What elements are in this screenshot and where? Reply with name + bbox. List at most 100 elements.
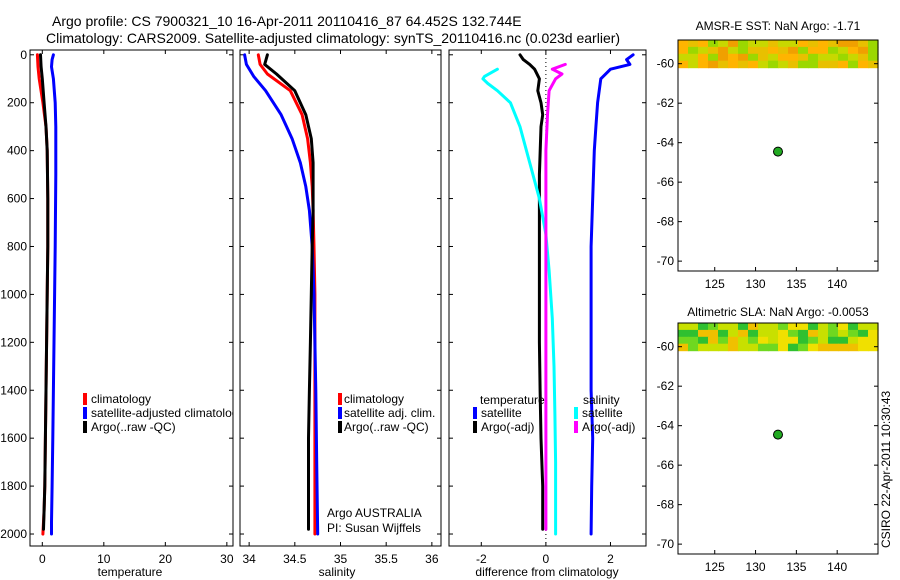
- legend-swatch-sal-climatology: [338, 393, 342, 405]
- sla_map-band-cell: [778, 323, 789, 331]
- temperature-xtick-label: 30: [220, 552, 234, 566]
- sst_map-lat-label: -62: [657, 96, 675, 110]
- sla_map-band-cell: [828, 323, 839, 331]
- sla_map-band-cell: [778, 336, 789, 345]
- sst_map-band-cell: [868, 60, 879, 69]
- legend-label-diff-temp-satellite: satellite: [481, 406, 522, 420]
- difference-x-label: difference from climatology: [475, 565, 618, 579]
- sst_map-band-cell: [848, 60, 859, 69]
- sla_map-band-cell: [788, 323, 799, 331]
- difference-panel-frame: [448, 49, 647, 547]
- sla_map-band-cell: [698, 329, 709, 338]
- sst_map-band-cell: [828, 60, 839, 69]
- depth-tick-label: 0: [20, 48, 27, 62]
- sst_map-band-cell: [768, 46, 779, 55]
- sst_map-band-cell: [758, 53, 769, 62]
- sla_map-band-cell: [748, 329, 759, 338]
- temperature-xtick-label: 20: [159, 552, 173, 566]
- legend-label-diff-temp-argo: Argo(-adj): [481, 420, 534, 434]
- sla_map-band-cell: [818, 323, 829, 331]
- sla_map-band-cell: [738, 336, 749, 345]
- sla_map-band-cell: [828, 343, 839, 352]
- sla_map-band-cell: [748, 336, 759, 345]
- sst_map-band-cell: [868, 53, 879, 62]
- sst_map-band-cell: [848, 53, 859, 62]
- sla_map-band-cell: [728, 323, 739, 331]
- salinity-series-satellite-adj-clim: [243, 53, 320, 536]
- sla_map-band-cell: [828, 336, 839, 345]
- sst_map-band-cell: [858, 46, 869, 55]
- sla_map-band-cell: [768, 323, 779, 331]
- temperature-x-axis: 0 10 20 30: [39, 50, 234, 566]
- sst_map-band-cell: [708, 53, 719, 62]
- depth-tick-label: 1800: [0, 479, 27, 493]
- sla_map-band-cell: [768, 343, 779, 352]
- sla_map-lat-label: -66: [657, 458, 675, 472]
- sst_map-band-cell: [798, 53, 809, 62]
- sst_map-band-cell: [758, 46, 769, 55]
- legend-label-diff-sal-satellite: satellite: [582, 406, 623, 420]
- legend-swatch-argo: [83, 421, 87, 433]
- legend-swatch-sal-satellite: [338, 407, 342, 419]
- sst_map-band-cell: [708, 46, 719, 55]
- sst_map-band-cell: [698, 53, 709, 62]
- chart-title-line2: Climatology: CARS2009. Satellite-adjuste…: [46, 30, 620, 46]
- depth-tick-label: 1400: [0, 383, 27, 397]
- sla_map-band-cell: [758, 323, 769, 331]
- sst-data-band: [678, 40, 879, 69]
- sla_map-band-cell: [768, 336, 779, 345]
- legend-label-climatology: climatology: [91, 392, 151, 406]
- sst_map-band-cell: [808, 40, 819, 48]
- sla_map-band-cell: [718, 323, 729, 331]
- legend-label-argo: Argo(..raw -QC): [91, 420, 176, 434]
- sla_map-band-cell: [788, 329, 799, 338]
- sla_map-lon-label: 130: [746, 560, 766, 574]
- sla_map-band-cell: [788, 343, 799, 352]
- difference-series-temperature-satellite: [589, 53, 635, 536]
- sst_map-band-cell: [788, 53, 799, 62]
- temperature-x-label: temperature: [98, 565, 163, 579]
- sst_map-band-cell: [808, 46, 819, 55]
- sla_map-band-cell: [838, 329, 849, 338]
- argo-pi-label: PI: Susan Wijffels: [327, 521, 421, 535]
- salinity-legend: climatology satellite adj. clim. Argo(..…: [338, 392, 435, 434]
- sst_map-lon-label: 125: [705, 277, 725, 291]
- sla-profile-location-marker: [773, 429, 783, 440]
- sst_map-band-cell: [818, 46, 829, 55]
- sst_map-band-cell: [758, 60, 769, 69]
- salinity-x-label: salinity: [319, 565, 356, 579]
- sst_map-band-cell: [768, 60, 779, 69]
- sla_map-band-cell: [698, 336, 709, 345]
- sla_map-lat-label: -62: [657, 379, 675, 393]
- sst_map-band-cell: [818, 40, 829, 48]
- salinity-y-ticks: [240, 54, 441, 535]
- sla_map-band-cell: [768, 329, 779, 338]
- legend-swatch-diff-temp-satellite: [473, 407, 477, 419]
- sla_map-lat-label: -70: [657, 537, 675, 551]
- chart-title-line1: Argo profile: CS 7900321_10 16-Apr-2011 …: [52, 13, 522, 29]
- sst_map-lat-label: -70: [657, 254, 675, 268]
- sst_map-band-cell: [678, 46, 689, 55]
- sla_map-band-cell: [738, 329, 749, 338]
- legend-label-sal-climatology: climatology: [344, 392, 404, 406]
- sst_map-band-cell: [698, 60, 709, 69]
- sst_map-band-cell: [688, 60, 699, 69]
- sla_map-band-cell: [838, 323, 849, 331]
- sla_map-band-cell: [808, 336, 819, 345]
- sst_map-band-cell: [678, 40, 689, 48]
- sla_map-band-cell: [718, 336, 729, 345]
- sst_map-band-cell: [728, 60, 739, 69]
- sla_map-lon-label: 135: [786, 560, 806, 574]
- sla_map-band-cell: [868, 336, 879, 345]
- sst_map-band-cell: [748, 40, 759, 48]
- sla-data-band: [678, 323, 879, 352]
- sla_map-band-cell: [678, 329, 689, 338]
- depth-tick-label: 1200: [0, 335, 27, 349]
- sst-profile-location-marker: [773, 146, 783, 157]
- depth-tick-label: 1000: [0, 287, 27, 301]
- sla_map-band-cell: [858, 336, 869, 345]
- sla_map-band-cell: [828, 329, 839, 338]
- sst_map-band-cell: [828, 53, 839, 62]
- sst_map-band-cell: [858, 40, 869, 48]
- sst_map-band-cell: [738, 40, 749, 48]
